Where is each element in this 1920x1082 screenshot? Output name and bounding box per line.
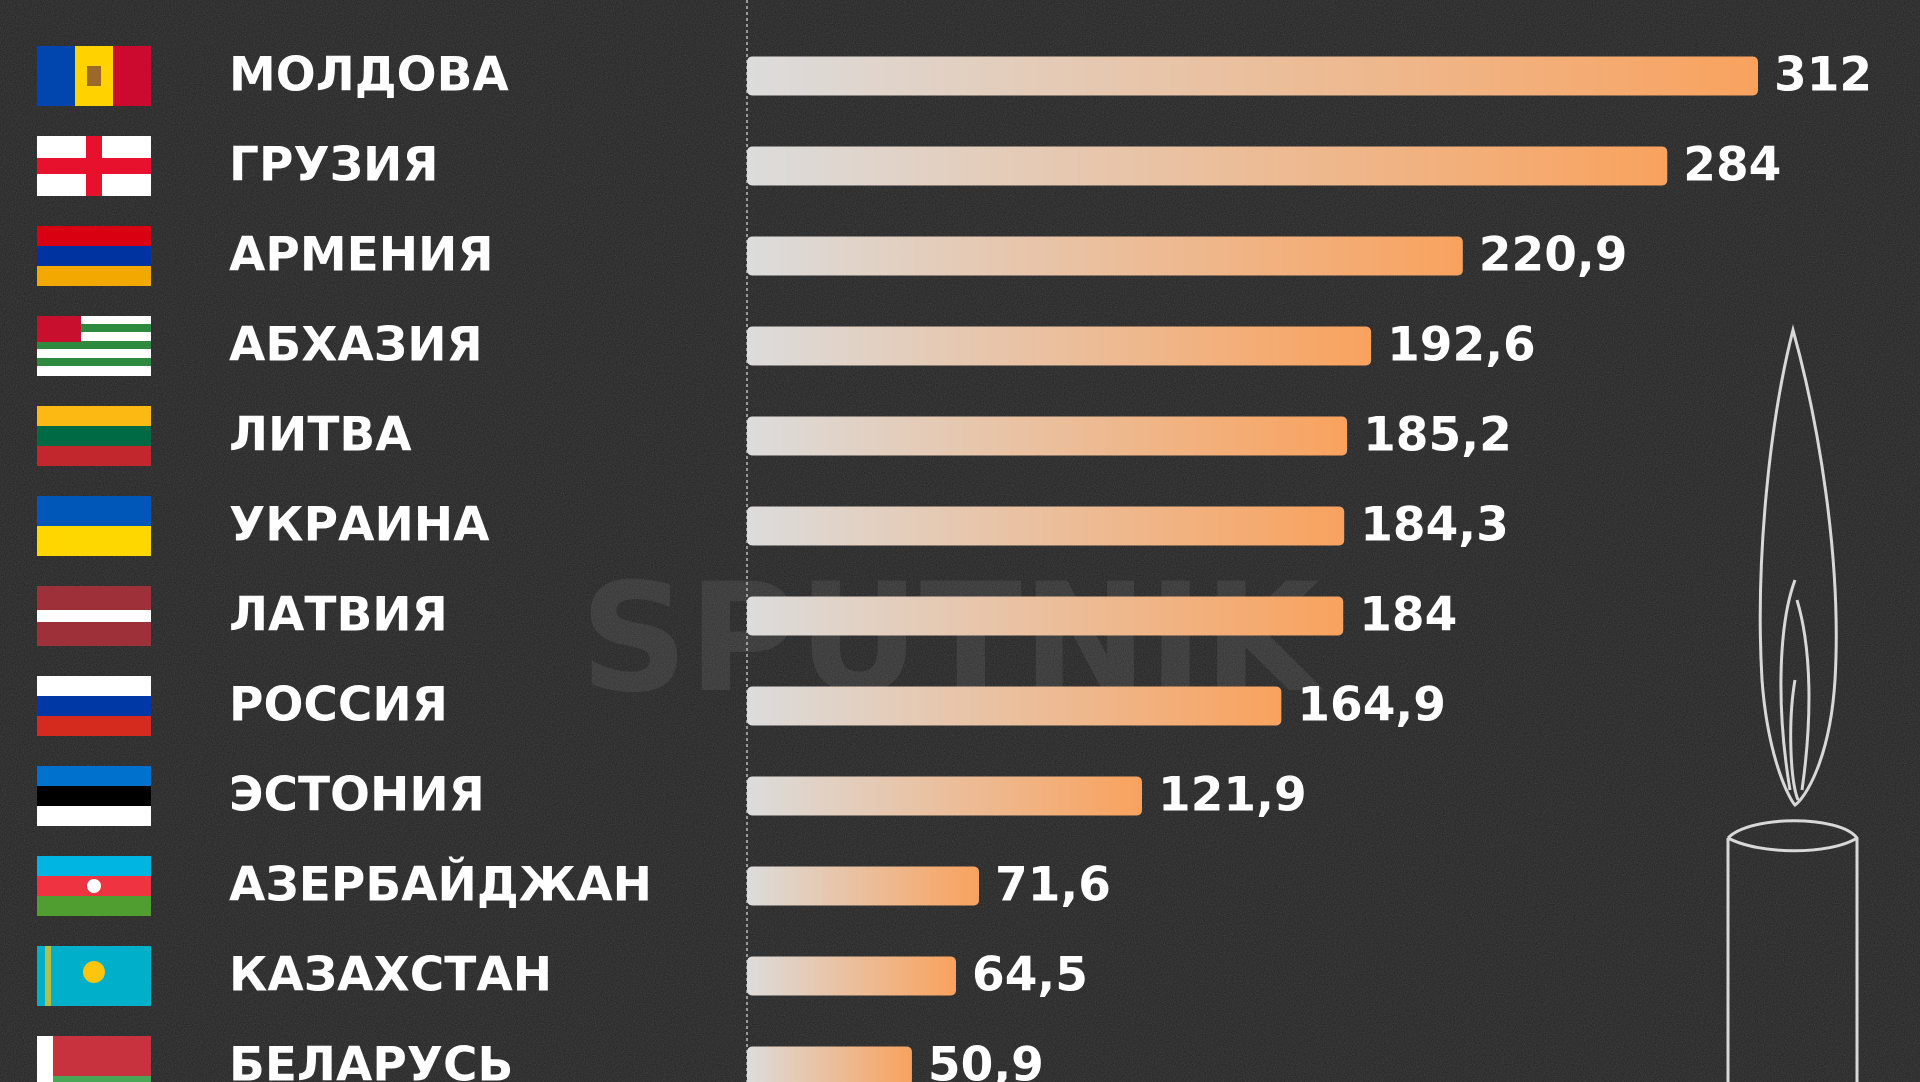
category-label: ЛАТВИЯ (229, 588, 448, 643)
category-label: КАЗАХСТАН (229, 948, 552, 1003)
category-label: ГРУЗИЯ (229, 138, 439, 193)
flag (37, 226, 151, 286)
flag (37, 676, 151, 736)
flag (37, 316, 151, 376)
flag (37, 406, 151, 466)
value-label: 312 (1774, 48, 1872, 103)
flag (37, 136, 151, 196)
value-label: 50,9 (928, 1038, 1044, 1082)
bar (747, 596, 1344, 636)
value-label: 64,5 (972, 948, 1088, 1003)
value-label: 184,3 (1360, 498, 1509, 553)
value-label: 220,9 (1479, 228, 1628, 283)
value-label: 192,6 (1387, 318, 1536, 373)
bar (747, 416, 1348, 456)
value-label: 184 (1359, 588, 1457, 643)
flag (37, 1036, 151, 1082)
category-label: РОССИЯ (229, 678, 448, 733)
candle-illustration (1726, 324, 1859, 1082)
flag (37, 496, 151, 556)
value-label: 284 (1683, 138, 1781, 193)
category-label: АБХАЗИЯ (229, 318, 483, 373)
value-label: 164,9 (1297, 678, 1446, 733)
flag (37, 766, 151, 826)
flag (37, 856, 151, 916)
category-label: УКРАИНА (229, 498, 490, 553)
category-label: МОЛДОВА (229, 48, 509, 103)
bar (747, 866, 980, 906)
bar (747, 326, 1372, 366)
value-label: 121,9 (1158, 768, 1307, 823)
flag (37, 586, 151, 646)
value-label: 185,2 (1363, 408, 1512, 463)
bar (747, 776, 1143, 816)
bar (747, 236, 1463, 276)
bar (747, 506, 1345, 546)
category-label: АРМЕНИЯ (229, 228, 494, 283)
bar (747, 956, 957, 996)
flag (37, 46, 151, 106)
flag (37, 946, 151, 1006)
bar (747, 56, 1758, 96)
bar (747, 1046, 912, 1082)
category-label: БЕЛАРУСЬ (229, 1038, 513, 1082)
value-label: 71,6 (995, 858, 1111, 913)
flags (37, 46, 151, 1082)
category-label: ЛИТВА (229, 408, 412, 463)
bar (747, 146, 1668, 186)
bar (747, 686, 1282, 726)
category-label: ЭСТОНИЯ (229, 768, 485, 823)
category-label: АЗЕРБАЙДЖАН (229, 858, 652, 913)
